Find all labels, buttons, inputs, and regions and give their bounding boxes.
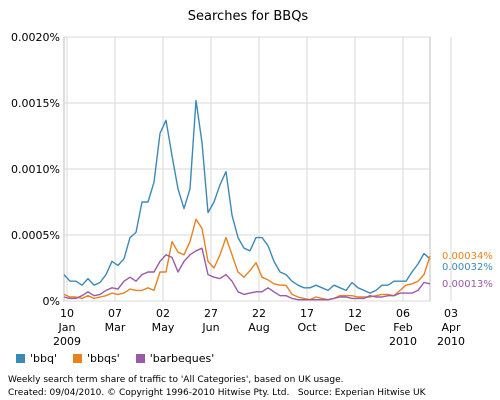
x-tick-day: 06 [396,307,410,320]
y-tick-label: 0.0010% [11,163,60,176]
x-tick-day: 12 [348,307,362,320]
legend-label: 'barbeques' [149,352,215,365]
x-tick-day: 07 [108,307,122,320]
x-tick-month: Oct [297,321,317,334]
series-line-1 [63,218,431,301]
x-tick-month: Mar [105,321,126,334]
x-tick-month: May [152,321,175,334]
legend-swatch [16,354,25,363]
y-tick-label: 0.0020% [11,31,60,44]
x-tick-day: 27 [204,307,218,320]
series-lines [63,99,431,301]
series-end-label: 0.00013% [442,279,493,290]
x-tick-day: 02 [156,307,170,320]
legend-swatch [73,354,82,363]
legend-item: 'bbqs' [73,352,120,365]
x-tick-year: 2010 [437,335,465,348]
x-tick-day: 10 [60,307,74,320]
x-tick-year: 2010 [389,335,417,348]
x-tick-day: 22 [252,307,266,320]
x-tick-day: 03 [444,307,458,320]
legend-item: 'bbq' [16,352,57,365]
x-tick-month: Dec [344,321,365,334]
y-tick-label: 0.0015% [11,97,60,110]
x-tick-month: Aug [248,321,269,334]
y-axis-ticks: 0.0020% 0.0015% 0.0010% 0.0005% 0% [11,31,60,308]
y-tick-label: 0.0005% [11,229,60,242]
footer-note: Weekly search term share of traffic to '… [8,375,344,385]
x-tick-year: 2009 [53,335,81,348]
x-tick-day: 17 [300,307,314,320]
x-tick-month: Feb [393,321,412,334]
chart-title: Searches for BBQs [188,9,309,24]
legend: 'bbq' 'bbqs' 'barbeques' [16,352,214,365]
series-end-label: 0.00032% [442,262,493,273]
legend-label: 'bbqs' [87,352,120,365]
copyright-text: Created: 09/04/2010. © Copyright 1996-20… [8,388,290,398]
series-end-label: 0.00034% [442,251,493,262]
footer-copyright: Created: 09/04/2010. © Copyright 1996-20… [8,388,426,398]
series-line-2 [63,247,431,301]
x-tick-month: Jan [58,321,76,334]
legend-swatch [135,354,145,363]
legend-label: 'bbq' [30,352,57,365]
x-tick-month: Apr [441,321,461,334]
series-line-0 [63,99,431,294]
legend-item: 'barbeques' [135,352,215,365]
source-text: Source: Experian Hitwise UK [297,388,426,398]
y-tick-label: 0% [43,295,60,308]
grid-lines [63,36,452,302]
x-tick-month: Jun [201,321,219,334]
end-labels: 0.00034%0.00032% 0.00013% [442,251,493,290]
